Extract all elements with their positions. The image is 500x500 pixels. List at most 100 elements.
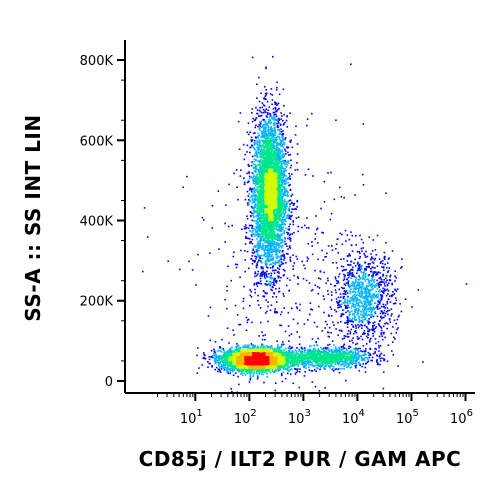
event-dot xyxy=(256,264,258,267)
event-dot xyxy=(258,171,260,173)
event-dot xyxy=(214,357,217,360)
event-dot xyxy=(264,124,267,127)
event-dot xyxy=(377,341,380,343)
event-dot xyxy=(274,149,277,152)
event-dot xyxy=(287,195,289,197)
event-dot xyxy=(263,127,265,130)
event-dot xyxy=(262,334,264,337)
event-dot xyxy=(357,310,359,313)
event-dot xyxy=(352,285,355,287)
event-dot xyxy=(372,239,375,241)
event-dot xyxy=(336,302,339,304)
event-dot xyxy=(320,360,322,363)
event-dot xyxy=(341,359,343,362)
event-dot xyxy=(358,301,360,304)
event-dot xyxy=(273,127,276,130)
event-dot xyxy=(340,313,343,315)
event-dot xyxy=(228,342,230,344)
event-dot xyxy=(353,284,355,286)
event-dot xyxy=(354,295,357,298)
event-dot xyxy=(296,370,299,373)
event-dot xyxy=(374,327,377,329)
event-dot xyxy=(232,368,235,370)
event-dot xyxy=(255,274,258,277)
event-dot xyxy=(263,133,266,135)
event-dot xyxy=(262,152,265,154)
event-dot xyxy=(252,199,254,202)
event-dot xyxy=(379,289,381,291)
event-dot xyxy=(310,370,313,372)
event-dot xyxy=(260,136,263,139)
event-dot xyxy=(264,92,267,95)
event-dot xyxy=(383,258,386,260)
event-dot xyxy=(401,258,403,260)
event-dot xyxy=(258,185,261,188)
event-dot xyxy=(273,132,276,134)
event-dot xyxy=(278,107,280,110)
event-dot xyxy=(340,265,343,268)
event-dot xyxy=(269,235,272,238)
event-dot xyxy=(269,241,272,244)
event-dot xyxy=(365,284,368,287)
event-dot xyxy=(263,237,265,240)
event-dot xyxy=(395,290,398,292)
event-dot xyxy=(272,111,275,114)
event-dot xyxy=(263,136,266,139)
event-dot xyxy=(376,293,378,296)
event-dot xyxy=(256,210,258,212)
event-dot xyxy=(381,305,383,308)
event-dot xyxy=(273,114,275,116)
event-dot xyxy=(292,220,294,222)
event-dot xyxy=(284,269,286,272)
event-dot xyxy=(327,331,330,334)
event-dot xyxy=(249,304,251,307)
event-dot xyxy=(341,348,343,350)
event-dot xyxy=(208,356,211,358)
event-dot xyxy=(293,363,296,365)
event-dot xyxy=(245,227,247,230)
event-dot xyxy=(255,180,257,182)
event-dot xyxy=(375,325,378,328)
event-dot xyxy=(380,296,383,298)
event-dot xyxy=(317,337,319,340)
event-dot xyxy=(224,241,226,243)
event-dot xyxy=(381,297,383,299)
event-dot xyxy=(277,166,280,168)
event-dot xyxy=(360,295,362,298)
event-dot xyxy=(302,277,305,280)
event-dot xyxy=(271,118,273,120)
event-dot xyxy=(270,288,272,291)
event-dot xyxy=(374,338,377,340)
event-dot xyxy=(213,351,216,353)
event-dot xyxy=(248,172,250,174)
event-dot xyxy=(270,250,273,253)
event-dot xyxy=(273,371,275,373)
event-dot xyxy=(389,275,391,278)
event-dot xyxy=(291,233,293,235)
event-dot xyxy=(394,288,397,291)
event-dot xyxy=(269,146,272,148)
event-dot xyxy=(261,106,263,109)
event-dot xyxy=(344,322,346,324)
event-dot xyxy=(356,297,358,299)
event-dot xyxy=(271,238,273,240)
event-dot xyxy=(270,272,273,275)
event-dot xyxy=(383,288,386,290)
event-dot xyxy=(380,294,382,296)
event-dot xyxy=(278,93,281,96)
event-dot xyxy=(355,353,357,356)
event-dot xyxy=(249,146,252,149)
event-dot xyxy=(281,251,284,253)
event-dot xyxy=(378,303,381,305)
event-dot xyxy=(345,379,347,382)
event-dot xyxy=(258,207,261,209)
event-dot xyxy=(241,228,243,231)
event-dot xyxy=(386,283,389,286)
event-dot xyxy=(264,121,266,123)
event-dot xyxy=(369,289,371,291)
event-dot xyxy=(274,119,276,121)
event-dot xyxy=(253,186,255,189)
event-dot xyxy=(287,237,289,240)
event-dot xyxy=(292,268,294,270)
event-dot xyxy=(292,265,295,267)
